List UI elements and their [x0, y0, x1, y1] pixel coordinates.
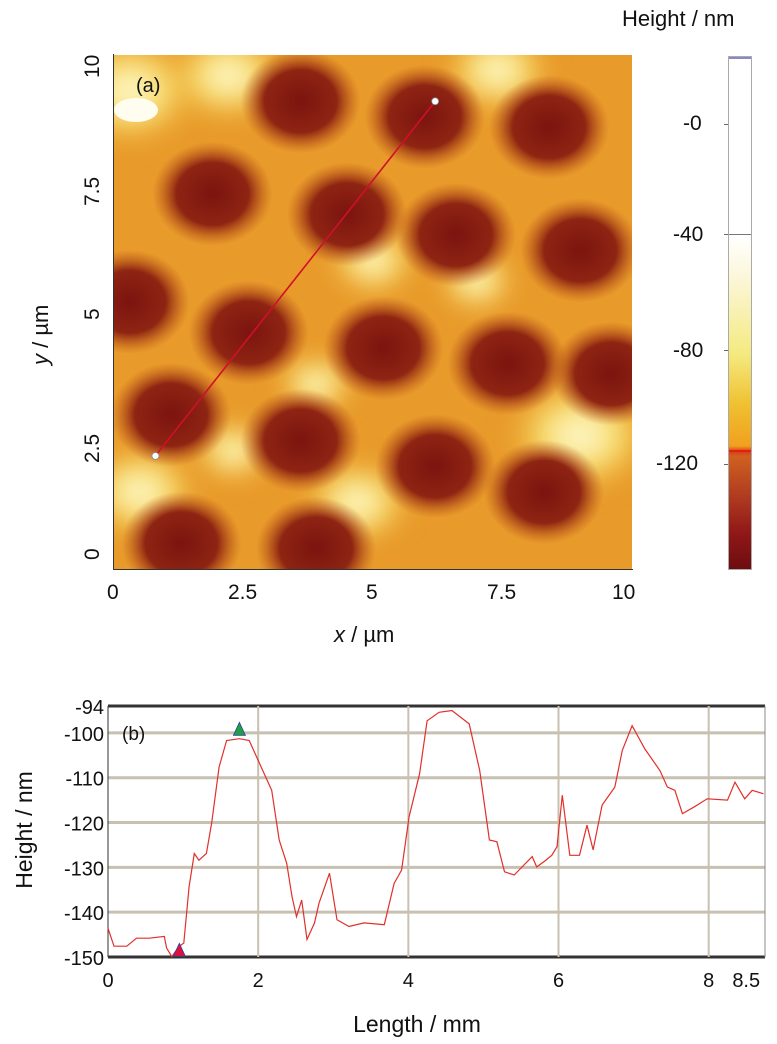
x-unit: / µm — [345, 622, 395, 647]
pore-depression — [287, 162, 408, 267]
pore-depression — [447, 311, 568, 416]
pore-depression — [483, 439, 604, 544]
colorbar-lower-marker — [729, 234, 751, 235]
profile-start-handle[interactable] — [151, 452, 160, 460]
x-tick-label: 6 — [553, 970, 564, 992]
y-tick-label: -130 — [64, 858, 104, 880]
colorbar-title: Height / nm — [622, 6, 735, 31]
colorbar-tick-label: -0 — [683, 112, 702, 135]
x-tick-label: 5 — [366, 581, 378, 604]
x-tick-label: 4 — [403, 970, 414, 992]
y-tick-label: -120 — [64, 814, 104, 836]
colorbar-tick — [724, 350, 728, 351]
profile-line[interactable] — [154, 100, 436, 457]
colorbar-tick-label: -40 — [673, 223, 704, 246]
pore-depression — [152, 141, 273, 246]
x-tick-label: 8.5 — [732, 970, 760, 992]
x-tick-label: 8 — [703, 970, 714, 992]
colorbar-tick — [724, 464, 728, 465]
pore-depression — [375, 414, 496, 519]
y-unit: / µm — [28, 304, 53, 354]
y-tick-label: -100 — [64, 724, 104, 746]
y-var: y — [28, 354, 53, 365]
pore-depression — [240, 49, 361, 154]
pore-depression — [323, 295, 444, 400]
x-tick-label: 2 — [253, 970, 264, 992]
pore-depression — [188, 280, 309, 385]
y-tick-label: -94 — [75, 697, 104, 719]
plot-area — [108, 706, 765, 957]
colorbar-tick-label: -80 — [673, 339, 704, 362]
y-tick-label: 7.5 — [81, 176, 104, 206]
profile-line-overlay — [151, 97, 440, 460]
y-tick-label: 5 — [81, 308, 104, 320]
x-tick-label: 10 — [612, 581, 636, 604]
max-marker[interactable] — [232, 721, 247, 736]
x-tick-label: 2.5 — [228, 581, 258, 604]
panel-a-label: (a) — [136, 75, 161, 97]
pore-depression — [520, 198, 641, 303]
x-tick-label: 7.5 — [487, 581, 517, 604]
pore-depression — [240, 388, 361, 493]
x-axis-title: Length / mm — [353, 1011, 481, 1037]
pore-depression — [489, 74, 610, 179]
x-tick-label: 0 — [102, 970, 113, 992]
min-marker[interactable] — [172, 942, 186, 957]
x-tick-label: 0 — [107, 581, 119, 604]
y-tick-label: 2.5 — [81, 433, 104, 463]
colorbar-tick — [724, 234, 728, 235]
y-tick-label: 0 — [81, 548, 104, 560]
colorbar-tick-label: -120 — [656, 452, 699, 475]
colorbar — [728, 56, 752, 570]
y-tick-label: -140 — [64, 903, 104, 925]
pore-depression — [395, 182, 516, 287]
colorbar-tick — [724, 124, 728, 125]
y-tick-label: 10 — [81, 54, 104, 78]
colorbar-top-marker — [729, 57, 751, 59]
x-axis-title: x / µm — [334, 622, 394, 648]
x-var: x — [334, 622, 345, 647]
white-spot — [114, 98, 158, 122]
y-tick-label: -150 — [64, 948, 104, 970]
panel-a-frame — [113, 54, 633, 570]
profile-series-line — [107, 709, 764, 958]
pore-depression — [364, 64, 485, 169]
colorbar-threshold-marker[interactable] — [729, 450, 751, 452]
panel-b-label: (b) — [122, 724, 145, 745]
y-tick-label: -110 — [65, 769, 104, 791]
y-axis-title: y / µm — [28, 305, 54, 365]
pore-depression — [110, 362, 231, 467]
profile-end-handle[interactable] — [431, 97, 440, 106]
y-axis-title: Height / nm — [11, 771, 37, 889]
